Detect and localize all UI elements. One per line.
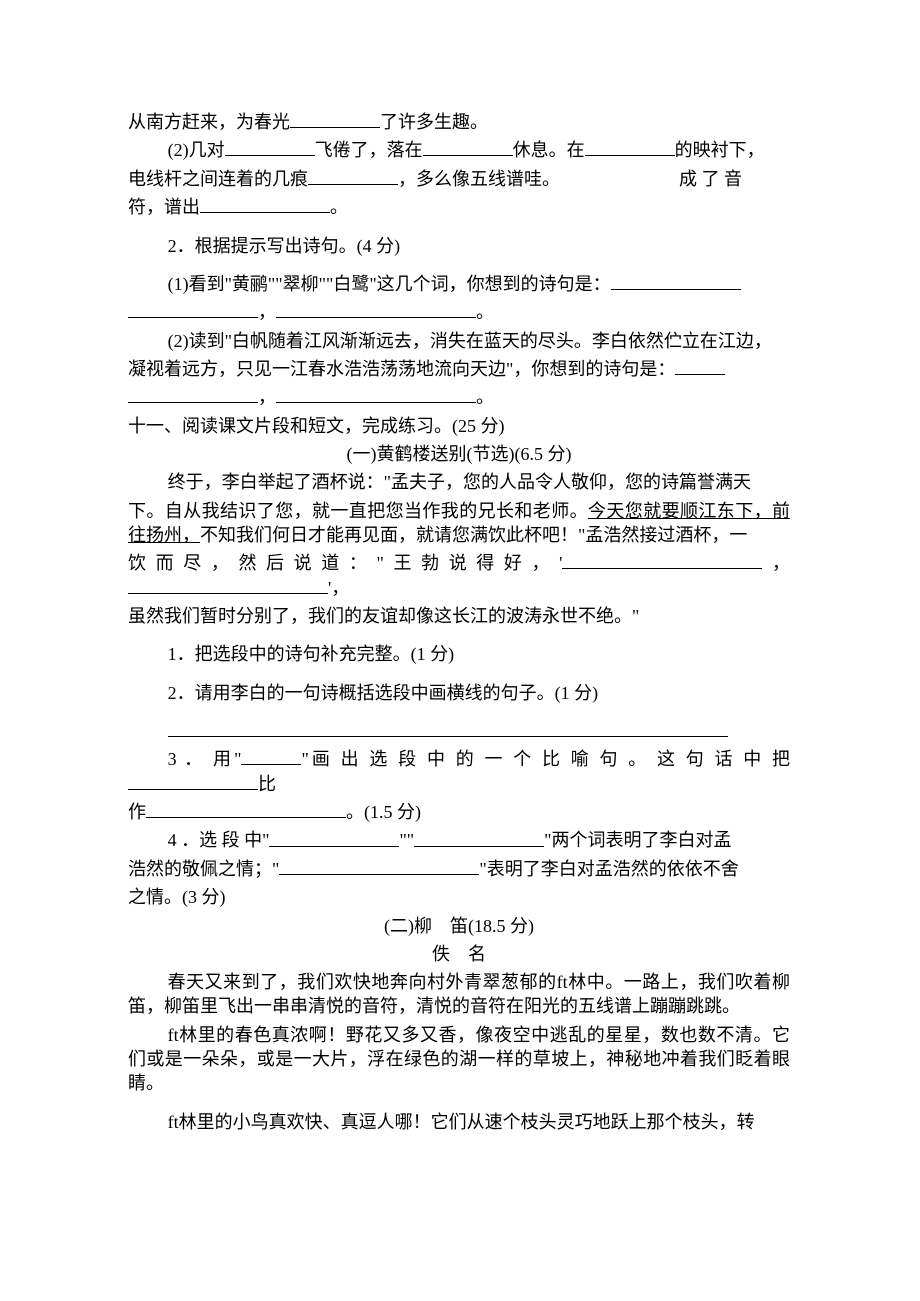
q2-stem: 2．根据提示写出诗句。(4 分) bbox=[128, 234, 790, 258]
cont-line-1: 从南方赶来，为春光 了许多生趣。 bbox=[128, 110, 790, 134]
p1-line4: 虽然我们暂时分别了，我们的友谊却像这长江的波涛永世不绝。" bbox=[128, 604, 790, 628]
text: 成 了 音 bbox=[679, 169, 742, 189]
text: 下。自从我结识了您，就一直把您当作我的兄长和老师。 bbox=[128, 501, 588, 521]
text: 凝视着远方，只见一江春水浩浩荡荡地流向天边"，你想到的诗句是： bbox=[128, 359, 675, 379]
text: "" bbox=[399, 831, 414, 851]
text: 4 ．选 段 中" bbox=[168, 831, 270, 851]
text: 。 bbox=[476, 387, 494, 407]
text: 。 bbox=[330, 197, 348, 217]
text: ， bbox=[258, 387, 276, 407]
text: 。 bbox=[476, 302, 494, 322]
cont-item-2: (2)几对 飞倦了，落在 休息。在 的映衬下， bbox=[128, 138, 790, 162]
document-page: 从南方赶来，为春光 了许多生趣。 (2)几对 飞倦了，落在 休息。在 的映衬下， 电线杆… bbox=[0, 0, 920, 1301]
p2-para2: ft林里的春色真浓啊！野花又多又香，像夜空中逃乱的星星，数也数不清。它们或是一朵… bbox=[128, 1023, 790, 1096]
text: ，多么像五线谱哇。 bbox=[398, 169, 560, 189]
text: 饮而尽，然后说道："王勃说得好，' bbox=[128, 553, 562, 573]
p2-para3: ft林里的小鸟真欢快、真逗人哪！它们从速个枝头灵巧地跃上那个枝头，转 bbox=[128, 1110, 790, 1134]
p1-q2-blankline bbox=[128, 719, 790, 743]
blank bbox=[269, 828, 399, 846]
text: 电线杆之间连着的几痕 bbox=[128, 169, 308, 189]
blank bbox=[308, 167, 398, 185]
text: (1)看到"黄鹂""翠柳""白鹭"这几个词，你想到的诗句是： bbox=[168, 274, 611, 294]
blank bbox=[146, 800, 346, 818]
text: "画 出 选 段 中 的 一 个 比 喻 句 。 这 句 话 中 把 bbox=[301, 749, 790, 769]
q2-p1: (1)看到"黄鹂""翠柳""白鹭"这几个词，你想到的诗句是： bbox=[128, 272, 790, 296]
blank bbox=[128, 300, 258, 318]
text: 浩然的敬佩之情；" bbox=[128, 859, 279, 879]
blank bbox=[414, 828, 544, 846]
passage1-title: (一)黄鹤楼送别(节选)(6.5 分) bbox=[128, 442, 790, 466]
cont-line-4: 符，谱出 。 bbox=[128, 195, 790, 219]
blank bbox=[128, 772, 258, 790]
text: 3 ． 用" bbox=[168, 749, 242, 769]
p1-q4-a: 4 ．选 段 中" "" "两个词表明了李白对孟 bbox=[128, 828, 790, 852]
blank bbox=[225, 138, 315, 156]
p1-line1: 终于，李白举起了酒杯说："孟夫子，您的人品令人敬仰，您的诗篇誉满天 bbox=[128, 470, 790, 494]
q2-p2-a: (2)读到"白帆随着江风渐渐远去，消失在蓝天的尽头。李白依然伫立在江边， bbox=[128, 329, 790, 353]
text: "两个词表明了李白对孟 bbox=[544, 831, 731, 851]
text: "表明了李白对孟浩然的依依不舍 bbox=[479, 859, 738, 879]
blank bbox=[276, 385, 476, 403]
q2-p2-blanks: ，。 bbox=[128, 385, 790, 409]
text: 。(1.5 分) bbox=[346, 802, 421, 822]
passage2-author: 佚 名 bbox=[128, 942, 790, 966]
p1-q3-b: 作 。(1.5 分) bbox=[128, 800, 790, 824]
text: ， bbox=[762, 553, 790, 573]
text: 不知我们何日才能再见面，就请您满饮此杯吧！"孟浩然接过酒杯，一 bbox=[200, 525, 747, 545]
passage2-title: (二)柳 笛(18.5 分) bbox=[128, 914, 790, 938]
blank bbox=[276, 300, 476, 318]
p1-q3-a: 3 ． 用" "画 出 选 段 中 的 一 个 比 喻 句 。 这 句 话 中 把… bbox=[128, 747, 790, 796]
blank bbox=[675, 357, 725, 375]
text: 飞倦了，落在 bbox=[315, 140, 423, 160]
p1-line3: 饮而尽，然后说道："王勃说得好，' ， '， bbox=[128, 551, 790, 600]
p1-q4-c: 之情。(3 分) bbox=[128, 885, 790, 909]
p1-line2: 下。自从我结识了您，就一直把您当作我的兄长和老师。今天您就要顺江东下，前往扬州，… bbox=[128, 499, 790, 548]
text: 比 bbox=[258, 774, 276, 794]
p1-q1: 1．把选段中的诗句补充完整。(1 分) bbox=[128, 642, 790, 666]
p1-q4-b: 浩然的敬佩之情；" "表明了李白对孟浩然的依依不舍 bbox=[128, 857, 790, 881]
blank bbox=[585, 138, 675, 156]
text: 休息。在 bbox=[513, 140, 585, 160]
blank bbox=[611, 272, 741, 290]
blank bbox=[562, 551, 762, 569]
q2-p2-b: 凝视着远方，只见一江春水浩浩荡荡地流向天边"，你想到的诗句是： bbox=[128, 357, 790, 381]
p2-para1: 春天又来到了，我们欢快地奔向村外青翠葱郁的ft林中。一路上，我们吹着柳笛，柳笛里… bbox=[128, 970, 790, 1019]
blank bbox=[241, 747, 301, 765]
q2-p1-blanks: ，。 bbox=[128, 300, 790, 324]
text: 作 bbox=[128, 802, 146, 822]
blank bbox=[290, 110, 380, 128]
p1-q2: 2．请用李白的一句诗概括选段中画横线的句子。(1 分) bbox=[128, 681, 790, 705]
text: '， bbox=[328, 578, 349, 598]
blank bbox=[168, 719, 728, 737]
blank bbox=[128, 576, 328, 594]
blank bbox=[423, 138, 513, 156]
text: 符，谱出 bbox=[128, 197, 200, 217]
blank bbox=[200, 195, 330, 213]
blank bbox=[279, 857, 479, 875]
section-11-title: 十一、阅读课文片段和短文，完成练习。(25 分) bbox=[128, 414, 790, 438]
text: ， bbox=[258, 302, 276, 322]
text: 的映衬下， bbox=[675, 140, 765, 160]
blank bbox=[128, 385, 258, 403]
text: 从南方赶来，为春光 bbox=[128, 112, 290, 132]
text: 了许多生趣。 bbox=[380, 112, 488, 132]
cont-line-3: 电线杆之间连着的几痕 ，多么像五线谱哇。 成 了 音 bbox=[128, 167, 790, 191]
text: (2)几对 bbox=[168, 140, 225, 160]
